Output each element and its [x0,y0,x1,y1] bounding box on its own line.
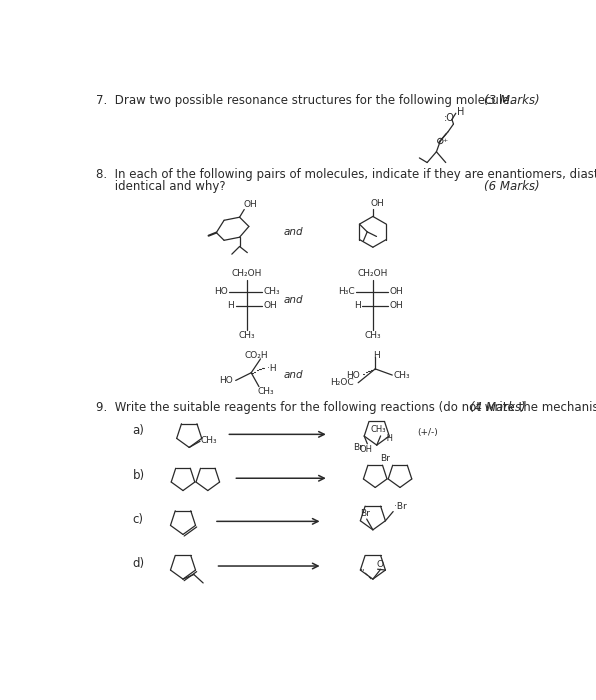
Text: OH: OH [359,444,372,454]
Text: CH₃: CH₃ [238,331,255,340]
Text: and: and [284,370,303,380]
Text: +: + [442,139,447,143]
Text: Br: Br [380,454,390,463]
Text: H: H [228,301,234,310]
Text: H: H [457,106,464,117]
Text: CH₃: CH₃ [263,288,280,296]
Text: CH₃: CH₃ [394,370,411,379]
Text: and: and [284,227,303,237]
Text: OH: OH [263,301,277,310]
Text: ·Br: ·Br [394,503,406,512]
Text: Br: Br [353,443,364,452]
Text: ·H: ·H [266,363,277,372]
Text: a): a) [133,424,144,437]
Text: ''': ''' [359,568,365,575]
Text: CH₃: CH₃ [365,331,381,340]
Text: HO: HO [346,370,360,379]
Text: O: O [377,560,383,569]
Text: ·H: ·H [384,435,393,444]
Text: (3 Marks): (3 Marks) [484,94,539,107]
Text: HO: HO [219,376,232,385]
Text: and: and [284,295,303,304]
Text: H₂OC: H₂OC [330,378,353,387]
Text: (+/-): (+/-) [417,428,438,437]
Text: H₃C: H₃C [338,288,354,296]
Text: CH₃: CH₃ [257,388,274,396]
Text: HO: HO [214,288,228,296]
Text: H: H [373,351,380,360]
Text: 7.  Draw two possible resonance structures for the following molecule.: 7. Draw two possible resonance structure… [96,94,513,107]
Text: CH₃: CH₃ [201,436,218,445]
Text: OH: OH [243,200,257,209]
Text: 8.  In each of the following pairs of molecules, indicate if they are enantiomer: 8. In each of the following pairs of mol… [96,169,596,181]
Text: 9.  Write the suitable reagents for the following reactions (do not write the me: 9. Write the suitable reagents for the f… [96,401,596,414]
Text: OH: OH [390,301,403,310]
Text: :O: :O [443,113,454,123]
Text: c): c) [133,512,144,526]
Text: identical and why?: identical and why? [96,180,226,193]
Text: CH₂OH: CH₂OH [231,269,262,278]
Text: CH₃: CH₃ [371,425,386,434]
Text: CH₂OH: CH₂OH [358,269,388,278]
Text: OH: OH [371,199,384,208]
Text: b): b) [133,469,145,482]
Text: (6 Marks): (6 Marks) [484,180,539,193]
Text: Br: Br [360,509,370,518]
Text: (4 Marks): (4 Marks) [470,401,526,414]
Text: CO₂H: CO₂H [245,351,269,360]
Text: H: H [353,301,361,310]
Text: OH: OH [390,288,403,296]
Text: d): d) [133,557,145,570]
